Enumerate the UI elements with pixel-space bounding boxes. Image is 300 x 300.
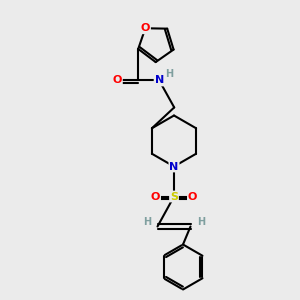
Text: H: H [143,217,151,227]
Text: H: H [197,217,205,227]
Text: O: O [141,23,150,33]
Text: O: O [188,191,197,202]
Text: N: N [169,161,178,172]
Text: O: O [112,75,122,85]
Text: H: H [165,69,173,79]
Text: O: O [151,191,160,202]
Text: S: S [170,191,178,202]
Text: N: N [154,75,164,85]
